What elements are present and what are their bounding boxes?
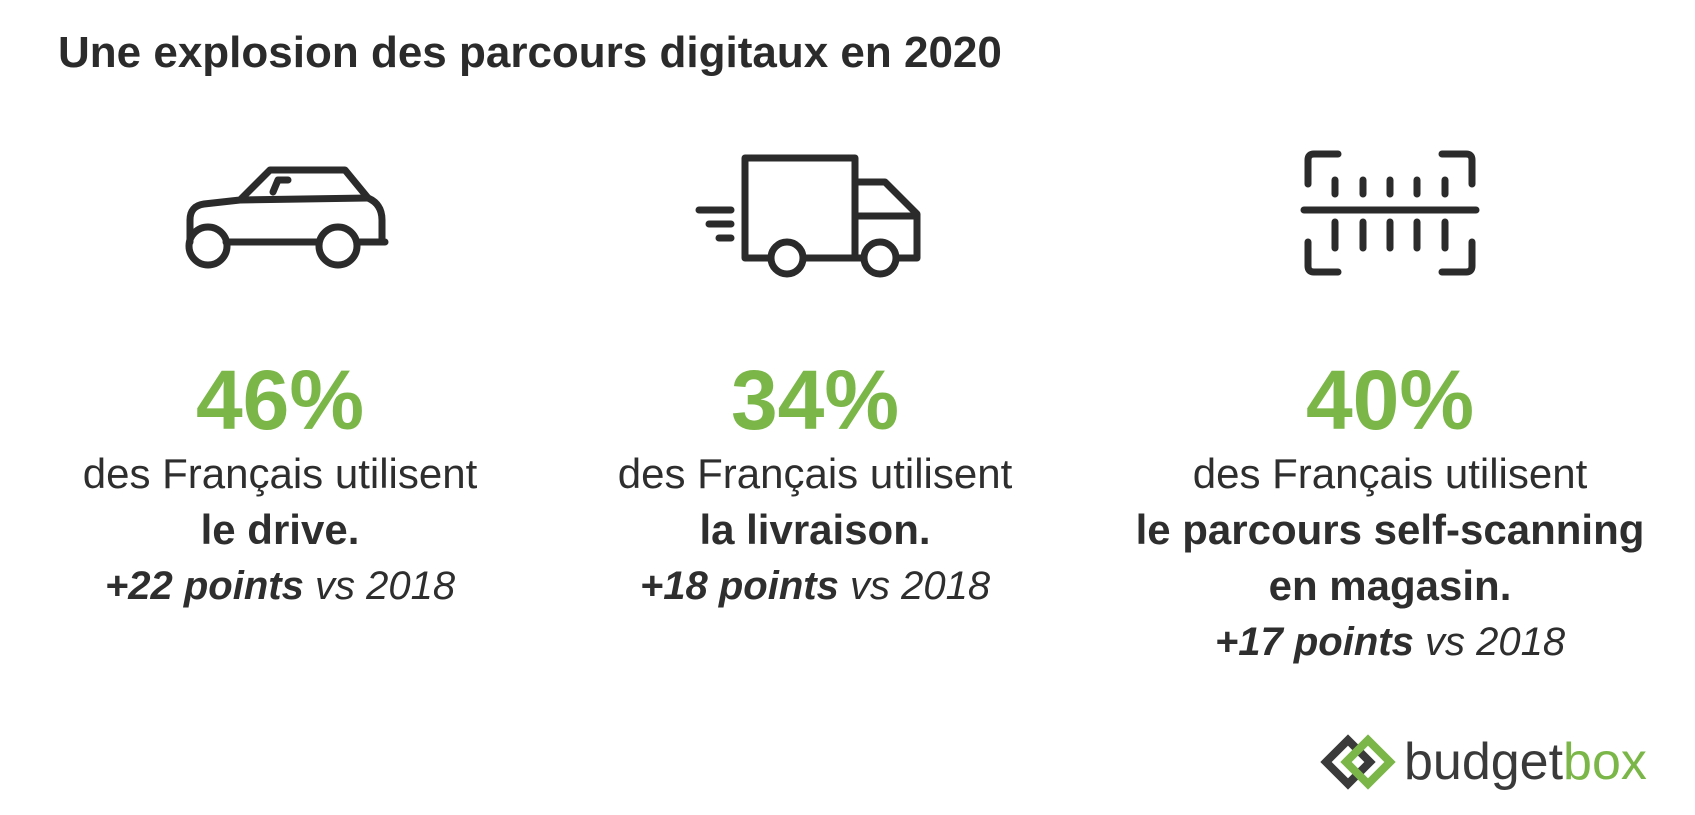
stat-subject: le parcours self-scanning <box>1135 506 1645 553</box>
stat-text: des Français utilisent <box>82 450 478 497</box>
stat-subject: le drive. <box>200 506 360 553</box>
stat-subject: la livraison. <box>699 506 931 553</box>
barcode-scan-icon <box>1300 150 1480 276</box>
percent-value: 46% <box>195 353 365 447</box>
stat-subject-continued: en magasin. <box>1268 562 1512 609</box>
stat-text: des Français utilisent <box>1192 450 1588 497</box>
stat-self-scanning: 40% des Français utilisent le parcours s… <box>1110 150 1670 664</box>
car-icon <box>185 166 389 269</box>
stat-text: des Français utilisent <box>617 450 1013 497</box>
delivery-truck-icon <box>695 154 921 278</box>
stat-delta: +22 points vs 2018 <box>104 564 456 608</box>
percent-value: 40% <box>1305 353 1475 447</box>
stat-drive: 46% des Français utilisent le drive. +22… <box>20 150 540 608</box>
stat-delta: +18 points vs 2018 <box>639 564 991 608</box>
logo-wordmark: budgetbox <box>1404 733 1647 791</box>
page-title: Une explosion des parcours digitaux en 2… <box>58 28 1002 77</box>
logo-mark-icon <box>1320 734 1396 790</box>
percent-value: 34% <box>730 353 900 447</box>
stat-delta: +17 points vs 2018 <box>1214 620 1566 664</box>
stat-delivery: 34% des Français utilisent la livraison.… <box>555 150 1075 608</box>
budgetbox-logo: budgetbox <box>1318 730 1658 794</box>
